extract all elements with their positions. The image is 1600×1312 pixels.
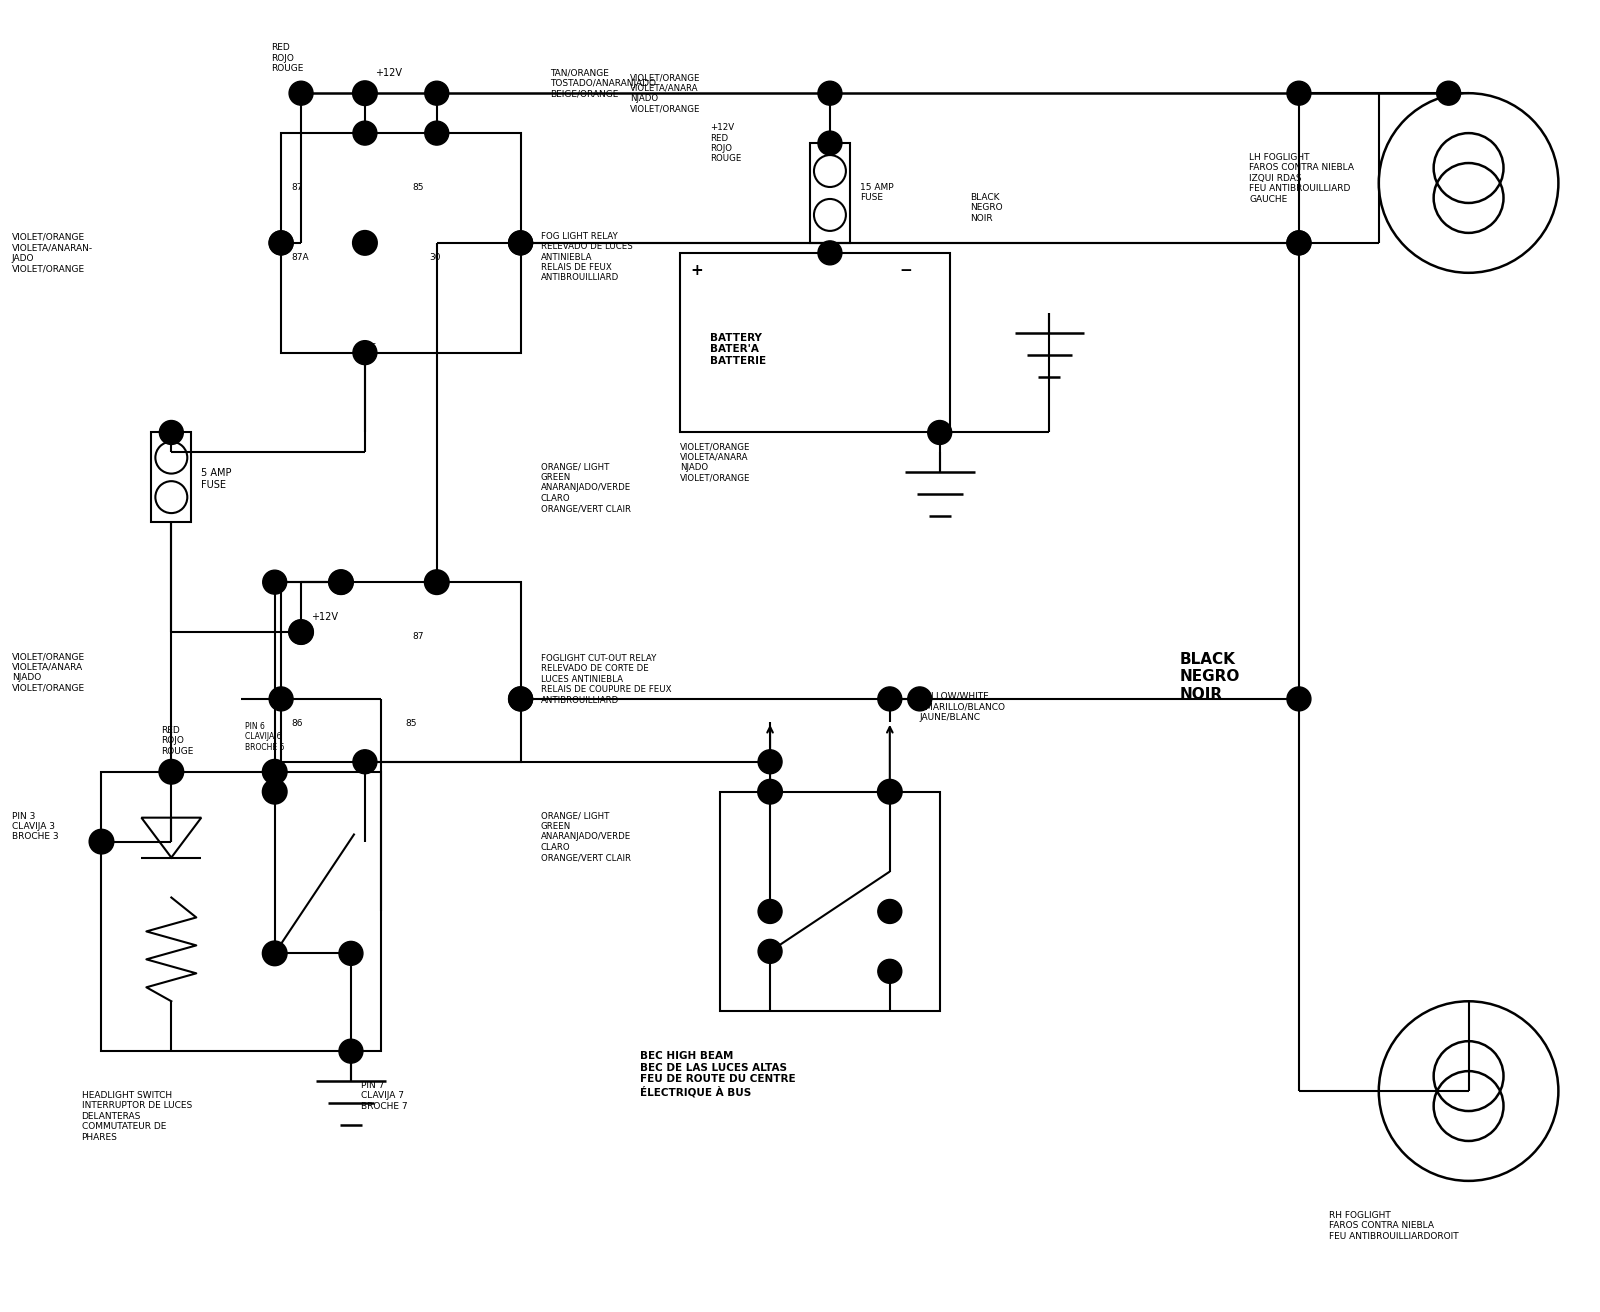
Circle shape bbox=[509, 687, 533, 711]
Circle shape bbox=[262, 760, 286, 783]
Circle shape bbox=[424, 81, 448, 105]
Text: +12V: +12V bbox=[310, 613, 338, 622]
Text: HEADLIGHT SWITCH
INTERRUPTOR DE LUCES
DELANTERAS
COMMUTATEUR DE
PHARES: HEADLIGHT SWITCH INTERRUPTOR DE LUCES DE… bbox=[82, 1092, 192, 1141]
Text: 85: 85 bbox=[406, 719, 418, 728]
Circle shape bbox=[354, 231, 378, 255]
Text: VIOLET/ORANGE
VIOLETA/ANARA
NJADO
VIOLET/ORANGE: VIOLET/ORANGE VIOLETA/ANARA NJADO VIOLET… bbox=[630, 73, 701, 113]
Text: PIN 3
CLAVIJA 3
BROCHE 3: PIN 3 CLAVIJA 3 BROCHE 3 bbox=[11, 812, 58, 841]
Circle shape bbox=[878, 900, 902, 924]
Text: +12V
RED
ROJO
ROUGE: +12V RED ROJO ROUGE bbox=[710, 123, 741, 163]
Circle shape bbox=[758, 939, 782, 963]
Circle shape bbox=[878, 687, 902, 711]
Circle shape bbox=[928, 421, 952, 445]
Text: F7: F7 bbox=[880, 782, 891, 791]
Bar bbox=[810, 143, 850, 243]
Bar bbox=[720, 791, 939, 1012]
Text: 87: 87 bbox=[413, 632, 424, 642]
Text: PIN 7
CLAVIJA 7
BROCHE 7: PIN 7 CLAVIJA 7 BROCHE 7 bbox=[362, 1081, 408, 1111]
Circle shape bbox=[907, 687, 931, 711]
Text: BEC HIGH BEAM
BEC DE LAS LUCES ALTAS
FEU DE ROUTE DU CENTRE
ÉLECTRIQUE À BUS: BEC HIGH BEAM BEC DE LAS LUCES ALTAS FEU… bbox=[640, 1051, 795, 1098]
Text: FOGLIGHT CUT-OUT RELAY
RELEVADO DE CORTE DE
LUCES ANTINIEBLA
RELAIS DE COUPURE D: FOGLIGHT CUT-OUT RELAY RELEVADO DE CORTE… bbox=[541, 653, 670, 705]
Bar bbox=[101, 771, 381, 1051]
Circle shape bbox=[818, 131, 842, 155]
Circle shape bbox=[290, 81, 314, 105]
Circle shape bbox=[269, 231, 293, 255]
Circle shape bbox=[354, 341, 378, 365]
Text: 86: 86 bbox=[365, 342, 376, 352]
Text: 30: 30 bbox=[358, 752, 370, 761]
Bar bbox=[282, 133, 520, 353]
Circle shape bbox=[509, 231, 533, 255]
Circle shape bbox=[330, 571, 354, 594]
Text: BLACK
NEGRO
NOIR: BLACK NEGRO NOIR bbox=[1179, 652, 1240, 702]
Circle shape bbox=[269, 231, 293, 255]
Circle shape bbox=[354, 81, 378, 105]
Circle shape bbox=[262, 571, 286, 594]
Bar bbox=[152, 433, 192, 522]
Circle shape bbox=[354, 749, 378, 774]
Text: RED
ROJO
ROUGE: RED ROJO ROUGE bbox=[162, 726, 194, 756]
Circle shape bbox=[160, 421, 184, 445]
Circle shape bbox=[269, 687, 293, 711]
Circle shape bbox=[758, 900, 782, 924]
Circle shape bbox=[1286, 231, 1310, 255]
Circle shape bbox=[1286, 81, 1310, 105]
Circle shape bbox=[262, 779, 286, 804]
Circle shape bbox=[330, 571, 354, 594]
Text: 87: 87 bbox=[291, 182, 302, 192]
Text: ORANGE/ LIGHT
GREEN
ANARANJADO/VERDE
CLARO
ORANGE/VERT CLAIR: ORANGE/ LIGHT GREEN ANARANJADO/VERDE CLA… bbox=[541, 462, 630, 513]
Text: RH FOGLIGHT
FAROS CONTRA NIEBLA
FEU ANTIBROUILLIARDOROIT: RH FOGLIGHT FAROS CONTRA NIEBLA FEU ANTI… bbox=[1330, 1211, 1459, 1241]
Text: TAN/ORANGE
TOSTADO/ANARANJADO
BEIGE/ORANGE: TAN/ORANGE TOSTADO/ANARANJADO BEIGE/ORAN… bbox=[550, 68, 656, 98]
Text: BLACK
NEGRO
NOIR: BLACK NEGRO NOIR bbox=[970, 193, 1002, 223]
Text: 86: 86 bbox=[291, 719, 302, 728]
Text: FOG LIGHT RELAY
RELEVADO DE LUCES
ANTINIEBLA
RELAIS DE FEUX
ANTIBROUILLIARD: FOG LIGHT RELAY RELEVADO DE LUCES ANTINI… bbox=[541, 232, 632, 282]
Text: +12V: +12V bbox=[374, 68, 402, 79]
Circle shape bbox=[878, 959, 902, 983]
Text: PIN 6
CLAVIJA 6
BROCHE 6: PIN 6 CLAVIJA 6 BROCHE 6 bbox=[245, 722, 285, 752]
Circle shape bbox=[160, 760, 184, 783]
Circle shape bbox=[354, 121, 378, 146]
Text: 87A: 87A bbox=[291, 253, 309, 262]
Circle shape bbox=[758, 749, 782, 774]
Circle shape bbox=[758, 779, 782, 804]
Text: RED
ROJO
ROUGE: RED ROJO ROUGE bbox=[270, 43, 304, 73]
Circle shape bbox=[509, 231, 533, 255]
Text: BATTERY
BATER'A
BATTERIE: BATTERY BATER'A BATTERIE bbox=[710, 333, 766, 366]
Text: VIOLET/ORANGE
VIOLETA/ANARA
NJADO
VIOLET/ORANGE: VIOLET/ORANGE VIOLETA/ANARA NJADO VIOLET… bbox=[680, 442, 750, 483]
Bar bbox=[680, 253, 950, 433]
Text: LH FOGLIGHT
FAROS CONTRA NIEBLA
IZQUI RDAS
FEU ANTIBROUILLIARD
GAUCHE: LH FOGLIGHT FAROS CONTRA NIEBLA IZQUI RD… bbox=[1250, 154, 1354, 203]
Circle shape bbox=[1437, 81, 1461, 105]
Circle shape bbox=[878, 779, 902, 804]
Circle shape bbox=[424, 571, 448, 594]
Text: 15 AMP
FUSE: 15 AMP FUSE bbox=[859, 182, 893, 202]
Circle shape bbox=[290, 621, 314, 644]
Text: 87A: 87A bbox=[291, 632, 309, 642]
Circle shape bbox=[818, 81, 842, 105]
Circle shape bbox=[509, 687, 533, 711]
Text: F6: F6 bbox=[760, 782, 771, 791]
Text: VIOLET/ORANGE
VIOLETA/ANARA
NJADO
VIOLET/ORANGE: VIOLET/ORANGE VIOLETA/ANARA NJADO VIOLET… bbox=[11, 652, 85, 693]
Text: −: − bbox=[899, 262, 912, 278]
Circle shape bbox=[339, 942, 363, 966]
Circle shape bbox=[1286, 687, 1310, 711]
Circle shape bbox=[424, 121, 448, 146]
Text: ORANGE/ LIGHT
GREEN
ANARANJADO/VERDE
CLARO
ORANGE/VERT CLAIR: ORANGE/ LIGHT GREEN ANARANJADO/VERDE CLA… bbox=[541, 812, 630, 862]
Text: VIOLET/ORANGE
VIOLETA/ANARAN-
JADO
VIOLET/ORANGE: VIOLET/ORANGE VIOLETA/ANARAN- JADO VIOLE… bbox=[11, 234, 93, 273]
Text: 85: 85 bbox=[413, 182, 424, 192]
Text: 5 AMP
FUSE: 5 AMP FUSE bbox=[202, 468, 232, 489]
Circle shape bbox=[90, 829, 114, 854]
Text: +: + bbox=[690, 262, 702, 278]
Circle shape bbox=[262, 942, 286, 966]
Circle shape bbox=[290, 621, 314, 644]
Text: YELLOW/WHITE
AMARILLO/BLANCO
JAUNE/BLANC: YELLOW/WHITE AMARILLO/BLANCO JAUNE/BLANC bbox=[920, 691, 1006, 722]
Circle shape bbox=[1286, 231, 1310, 255]
Circle shape bbox=[818, 241, 842, 265]
Circle shape bbox=[339, 1039, 363, 1063]
Bar bbox=[282, 583, 520, 762]
Text: 30: 30 bbox=[429, 253, 442, 262]
